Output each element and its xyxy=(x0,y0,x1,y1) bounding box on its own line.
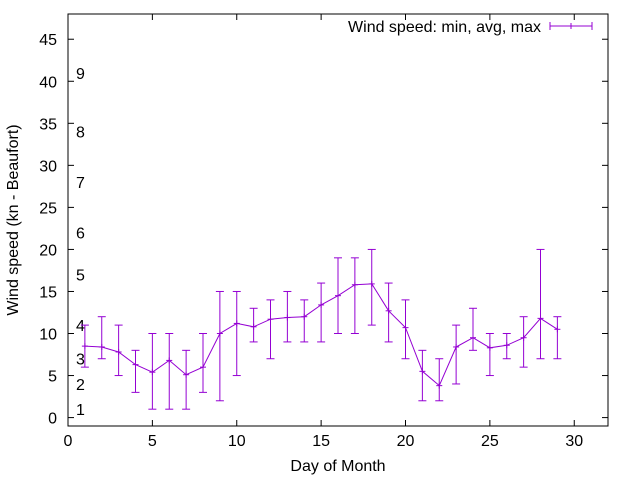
y-tick-label: 5 xyxy=(48,369,57,386)
series-layer xyxy=(80,248,562,410)
y-axis-title: Wind speed (kn - Beaufort) xyxy=(5,124,22,315)
x-tick-label: 5 xyxy=(148,433,157,450)
y-tick-label: 0 xyxy=(48,411,57,428)
y-tick-label: 10 xyxy=(39,327,57,344)
x-tick-label: 25 xyxy=(481,433,499,450)
y-tick-label: 20 xyxy=(39,242,57,259)
x-axis-title: Day of Month xyxy=(290,458,385,475)
x-tick-label: 10 xyxy=(228,433,246,450)
y-tick-label: 30 xyxy=(39,158,57,175)
beaufort-label: 6 xyxy=(76,226,85,243)
y-tick-label: 45 xyxy=(39,32,57,49)
beaufort-label: 8 xyxy=(76,125,85,142)
beaufort-label: 4 xyxy=(76,318,85,335)
y-tick-label: 40 xyxy=(39,74,57,91)
plot-frame xyxy=(67,13,609,427)
y-tick-label: 15 xyxy=(39,284,57,301)
beaufort-label: 5 xyxy=(76,268,85,285)
x-tick-label: 20 xyxy=(397,433,415,450)
x-tick-label: 0 xyxy=(64,433,73,450)
y-tick-label: 25 xyxy=(39,200,57,217)
beaufort-label: 7 xyxy=(76,175,85,192)
x-tick-label: 15 xyxy=(312,433,330,450)
beaufort-labels: 1 2 3 4 5 6 7 8 9 xyxy=(76,66,85,419)
legend: Wind speed: min, avg, max xyxy=(348,19,593,36)
y-tick-label: 35 xyxy=(39,116,57,133)
beaufort-label: 9 xyxy=(76,66,85,83)
beaufort-label: 3 xyxy=(76,352,85,369)
legend-label: Wind speed: min, avg, max xyxy=(348,19,541,36)
beaufort-label: 2 xyxy=(76,377,85,394)
beaufort-label: 1 xyxy=(76,402,85,419)
x-tick-label: 30 xyxy=(565,433,583,450)
legend-sample xyxy=(549,22,593,30)
